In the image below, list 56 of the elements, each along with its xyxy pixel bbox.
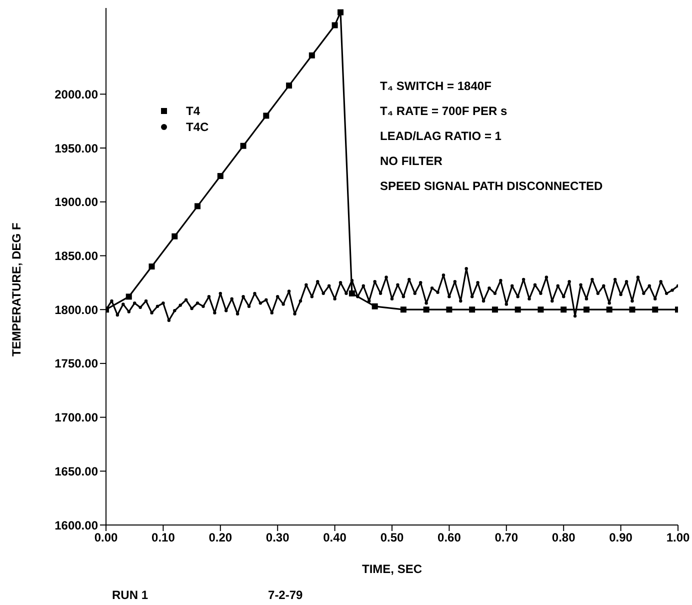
legend-label: T4 [186, 104, 200, 118]
legend-label: T4C [186, 120, 209, 134]
annotation: T₄ RATE = 700F PER s [380, 103, 508, 120]
point [492, 306, 498, 313]
point [538, 306, 544, 313]
x-tick-label: 0.70 [494, 530, 518, 545]
x-tick-label: 0.50 [380, 530, 404, 545]
point [423, 306, 430, 313]
point [514, 306, 521, 313]
x-tick-label: 0.10 [152, 530, 176, 545]
point [194, 203, 201, 210]
point [240, 142, 246, 149]
annotation: SPEED SIGNAL PATH DISCONNECTED [380, 178, 603, 195]
point [348, 290, 355, 296]
x-tick-label: 1.00 [666, 530, 690, 545]
point [217, 173, 224, 180]
y-tick-label: 2000.00 [54, 87, 98, 102]
point [263, 112, 270, 119]
point [560, 306, 567, 313]
annotation: NO FILTER [380, 153, 444, 170]
x-tick-label: 0.40 [323, 530, 347, 545]
x-tick-label: 0.60 [438, 530, 462, 545]
y-tick-label: 1900.00 [54, 195, 98, 210]
y-axis-title: TEMPERATURE, DEG F [9, 222, 24, 356]
point [126, 294, 132, 300]
point [172, 233, 178, 240]
text: RUN 1 [112, 588, 148, 602]
x-tick-label: 0.20 [208, 530, 232, 545]
x-tick-label: 0.90 [609, 530, 633, 545]
y-tick-label: 1750.00 [54, 356, 98, 371]
annotation: LEAD/LAG RATIO = 1 [380, 128, 502, 145]
point [372, 303, 378, 310]
y-tick-label: 1600.00 [54, 518, 98, 532]
x-tick-label: 0.30 [266, 530, 290, 545]
point [469, 306, 476, 313]
point [446, 306, 452, 313]
x-tick-label: 0.00 [94, 530, 118, 545]
y-tick-label: 1700.00 [54, 410, 98, 425]
point [400, 306, 406, 313]
point [338, 9, 344, 16]
point [583, 306, 590, 313]
y-tick-label: 1650.00 [54, 464, 98, 478]
point [606, 306, 612, 313]
point [286, 82, 292, 89]
text: 7-2-79 [268, 588, 303, 602]
point [629, 306, 636, 313]
y-tick-label: 1950.00 [54, 141, 98, 156]
y-tick-label: 1850.00 [54, 248, 98, 263]
x-tick-label: 0.80 [552, 530, 576, 545]
y-tick-label: 1800.00 [54, 302, 98, 317]
point [332, 22, 338, 28]
x-axis-title: TIME, SEC [362, 562, 422, 576]
point [308, 52, 315, 58]
annotation: T₄ SWITCH = 1840F [380, 78, 492, 95]
point [148, 264, 155, 270]
point [652, 306, 658, 313]
